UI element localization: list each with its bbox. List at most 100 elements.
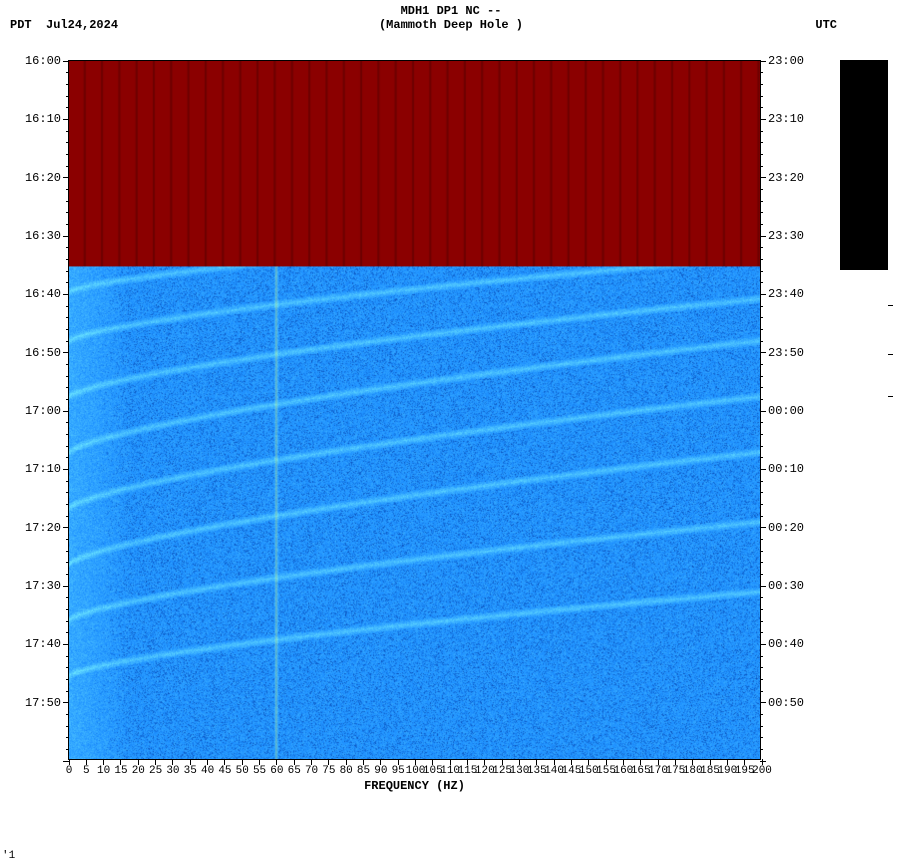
y-tick-right xyxy=(760,527,766,528)
y-tick-left xyxy=(63,61,69,62)
y-label-right: 23:20 xyxy=(768,171,804,185)
y-tick-right xyxy=(760,422,763,423)
y-label-left: 16:10 xyxy=(25,112,61,126)
y-tick-right xyxy=(760,644,766,645)
y-label-right: 23:10 xyxy=(768,112,804,126)
spectrogram-plot: FREQUENCY (HZ) 16:0016:1016:2016:3016:40… xyxy=(68,60,761,760)
y-tick-right xyxy=(760,469,766,470)
colorbar-tick xyxy=(888,354,893,355)
x-label: 0 xyxy=(66,765,73,777)
y-label-right: 00:30 xyxy=(768,579,804,593)
y-tick-right xyxy=(760,142,763,143)
x-label: 60 xyxy=(270,765,283,777)
x-label: 70 xyxy=(305,765,318,777)
y-label-left: 17:10 xyxy=(25,462,61,476)
y-label-right: 23:50 xyxy=(768,346,804,360)
y-label-left: 17:50 xyxy=(25,696,61,710)
y-tick-right xyxy=(760,352,766,353)
y-tick-left xyxy=(66,621,69,622)
y-tick-left xyxy=(66,247,69,248)
y-tick-left xyxy=(66,504,69,505)
y-tick-left xyxy=(63,352,69,353)
y-tick-left xyxy=(66,551,69,552)
y-tick-right xyxy=(760,516,763,517)
y-tick-left xyxy=(66,422,69,423)
x-label: 200 xyxy=(752,765,772,777)
y-tick-left xyxy=(66,457,69,458)
y-tick-left xyxy=(66,539,69,540)
x-label: 90 xyxy=(374,765,387,777)
y-tick-right xyxy=(760,749,763,750)
y-label-right: 23:00 xyxy=(768,54,804,68)
y-tick-left xyxy=(66,107,69,108)
title-line2: (Mammoth Deep Hole ) xyxy=(0,18,902,32)
x-label: 30 xyxy=(166,765,179,777)
x-axis-title: FREQUENCY (HZ) xyxy=(364,779,465,793)
x-label: 25 xyxy=(149,765,162,777)
x-label: 10 xyxy=(97,765,110,777)
header-date: Jul24,2024 xyxy=(46,18,118,32)
y-tick-left xyxy=(66,201,69,202)
y-tick-right xyxy=(760,399,763,400)
y-label-right: 00:10 xyxy=(768,462,804,476)
y-tick-left xyxy=(66,691,69,692)
colorbar-tick xyxy=(888,396,893,397)
y-tick-right xyxy=(760,177,766,178)
y-tick-right xyxy=(760,341,763,342)
title-line1: MDH1 DP1 NC -- xyxy=(0,4,902,18)
y-tick-right xyxy=(760,317,763,318)
x-label: 75 xyxy=(322,765,335,777)
y-tick-left xyxy=(66,271,69,272)
y-label-left: 17:00 xyxy=(25,404,61,418)
y-tick-right xyxy=(760,551,763,552)
y-tick-right xyxy=(760,61,766,62)
y-tick-left xyxy=(66,72,69,73)
colorbar-tick xyxy=(888,305,893,306)
y-tick-right xyxy=(760,212,763,213)
header-left: PDT Jul24,2024 xyxy=(10,18,118,32)
y-tick-right xyxy=(760,96,763,97)
y-tick-right xyxy=(760,679,763,680)
y-tick-right xyxy=(760,539,763,540)
y-tick-right xyxy=(760,597,763,598)
y-label-left: 16:50 xyxy=(25,346,61,360)
y-tick-right xyxy=(760,446,763,447)
header: MDH1 DP1 NC -- (Mammoth Deep Hole ) PDT … xyxy=(0,0,902,36)
y-tick-right xyxy=(760,609,763,610)
y-label-right: 00:40 xyxy=(768,637,804,651)
y-tick-right xyxy=(760,259,763,260)
y-tick-right xyxy=(760,364,763,365)
y-tick-right xyxy=(760,247,763,248)
y-tick-left xyxy=(66,481,69,482)
y-tick-right xyxy=(760,329,763,330)
x-label: 50 xyxy=(236,765,249,777)
y-tick-left xyxy=(66,224,69,225)
y-tick-right xyxy=(760,457,763,458)
tz-right: UTC xyxy=(815,18,837,32)
y-label-right: 00:00 xyxy=(768,404,804,418)
y-tick-right xyxy=(760,481,763,482)
x-label: 95 xyxy=(392,765,405,777)
y-tick-left xyxy=(66,189,69,190)
y-tick-left xyxy=(66,516,69,517)
y-tick-left xyxy=(66,84,69,85)
x-label: 35 xyxy=(184,765,197,777)
y-tick-left xyxy=(66,632,69,633)
y-tick-right xyxy=(760,737,763,738)
y-tick-left xyxy=(66,341,69,342)
y-tick-right xyxy=(760,621,763,622)
x-label: 85 xyxy=(357,765,370,777)
y-tick-left xyxy=(66,574,69,575)
y-tick-left xyxy=(63,469,69,470)
y-label-left: 17:20 xyxy=(25,521,61,535)
y-tick-left xyxy=(66,597,69,598)
y-tick-right xyxy=(760,166,763,167)
y-tick-left xyxy=(63,702,69,703)
y-tick-right xyxy=(760,667,763,668)
x-label: 15 xyxy=(114,765,127,777)
y-tick-left xyxy=(66,364,69,365)
x-label: 55 xyxy=(253,765,266,777)
y-tick-left xyxy=(63,586,69,587)
y-tick-right xyxy=(760,586,766,587)
y-tick-right xyxy=(760,702,766,703)
